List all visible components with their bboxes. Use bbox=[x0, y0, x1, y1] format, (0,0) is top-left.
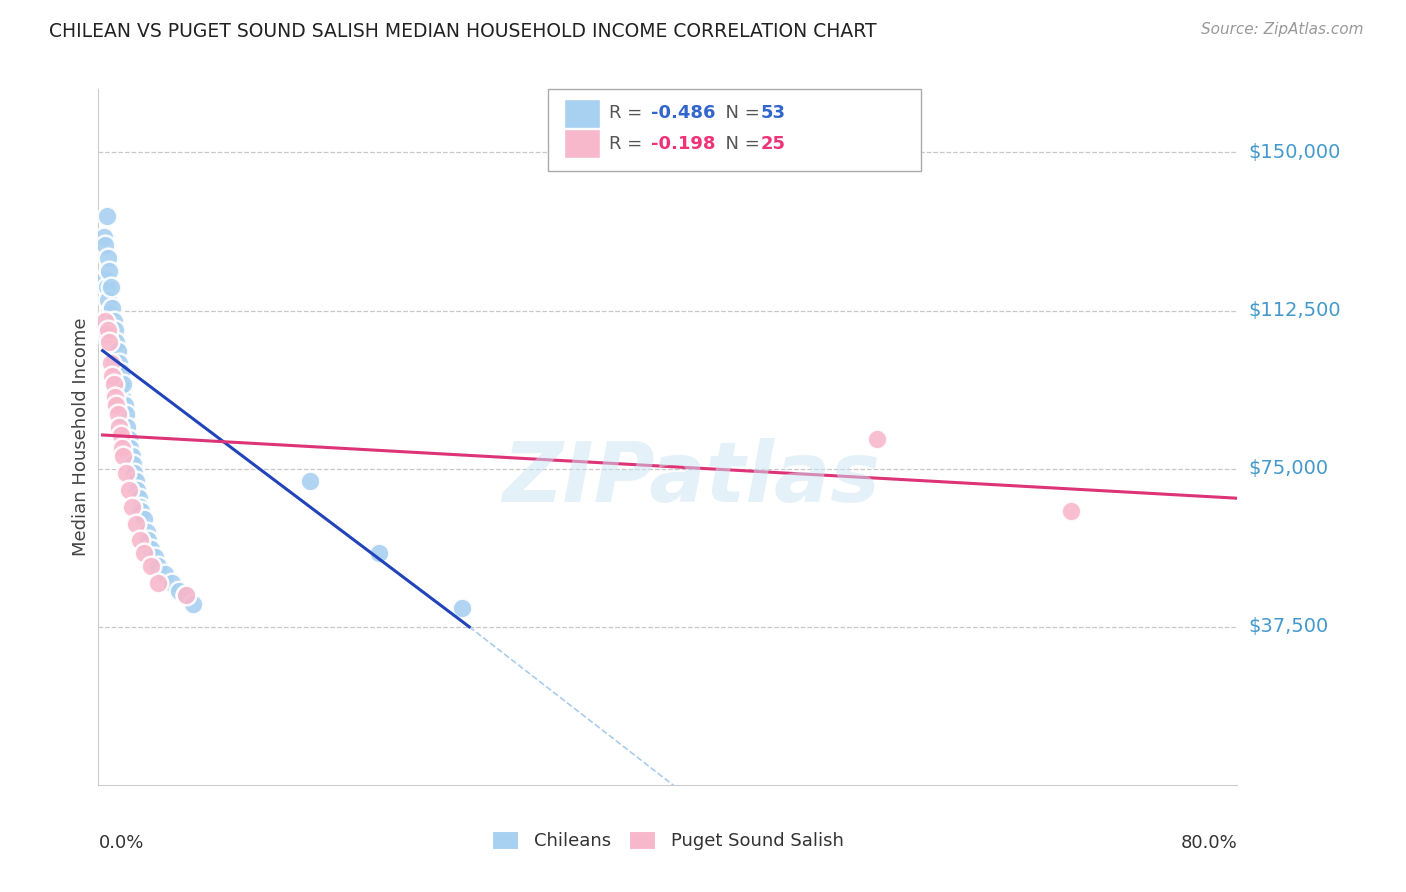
Point bbox=[110, 377, 132, 392]
Text: Source: ZipAtlas.com: Source: ZipAtlas.com bbox=[1201, 22, 1364, 37]
Point bbox=[117, 419, 139, 434]
Point bbox=[103, 314, 125, 328]
Point bbox=[125, 475, 148, 489]
Point bbox=[96, 209, 118, 223]
Text: 0.0%: 0.0% bbox=[98, 834, 143, 852]
Point bbox=[97, 251, 120, 265]
Text: $112,500: $112,500 bbox=[1249, 301, 1341, 320]
Point bbox=[160, 575, 183, 590]
Text: N =: N = bbox=[714, 104, 766, 122]
Point bbox=[94, 272, 117, 286]
Point bbox=[110, 365, 132, 379]
Point bbox=[111, 390, 134, 404]
Point bbox=[120, 441, 142, 455]
Text: -0.198: -0.198 bbox=[651, 135, 716, 153]
Point bbox=[131, 504, 153, 518]
Point bbox=[103, 335, 125, 350]
Text: 53: 53 bbox=[761, 104, 786, 122]
Point bbox=[118, 483, 141, 497]
Point bbox=[132, 512, 155, 526]
Point bbox=[451, 600, 474, 615]
Point bbox=[136, 533, 159, 548]
Point bbox=[104, 356, 127, 370]
Point bbox=[143, 550, 166, 565]
Point bbox=[107, 373, 129, 387]
Point bbox=[94, 238, 117, 252]
Point bbox=[115, 466, 138, 480]
Point bbox=[118, 432, 141, 446]
Point bbox=[101, 326, 124, 341]
Text: N =: N = bbox=[714, 135, 766, 153]
Point bbox=[96, 280, 118, 294]
Point bbox=[146, 558, 169, 573]
Point bbox=[128, 491, 150, 506]
Point bbox=[97, 293, 120, 307]
Point bbox=[97, 322, 120, 336]
Point bbox=[105, 365, 128, 379]
Point bbox=[181, 597, 204, 611]
Point bbox=[96, 326, 118, 341]
Point bbox=[104, 390, 127, 404]
Point bbox=[114, 399, 136, 413]
Y-axis label: Median Household Income: Median Household Income bbox=[72, 318, 90, 557]
Legend: Chileans, Puget Sound Salish: Chileans, Puget Sound Salish bbox=[484, 822, 852, 859]
Point bbox=[104, 322, 127, 336]
Point bbox=[103, 377, 125, 392]
Point bbox=[94, 314, 117, 328]
Point bbox=[299, 475, 322, 489]
Point bbox=[129, 533, 152, 548]
Point bbox=[108, 419, 131, 434]
Point bbox=[135, 524, 157, 539]
Point bbox=[121, 500, 143, 514]
Text: $37,500: $37,500 bbox=[1249, 617, 1329, 636]
Text: -0.486: -0.486 bbox=[651, 104, 716, 122]
Point bbox=[139, 541, 162, 556]
Text: $150,000: $150,000 bbox=[1249, 143, 1341, 162]
Text: 25: 25 bbox=[761, 135, 786, 153]
Text: CHILEAN VS PUGET SOUND SALISH MEDIAN HOUSEHOLD INCOME CORRELATION CHART: CHILEAN VS PUGET SOUND SALISH MEDIAN HOU… bbox=[49, 22, 877, 41]
Point bbox=[368, 546, 391, 560]
Point bbox=[132, 546, 155, 560]
Point bbox=[153, 567, 176, 582]
Point bbox=[121, 449, 143, 463]
Point bbox=[1060, 504, 1083, 518]
Point bbox=[108, 356, 131, 370]
Point bbox=[100, 356, 122, 370]
Text: R =: R = bbox=[609, 135, 648, 153]
Point bbox=[174, 588, 197, 602]
Point bbox=[112, 377, 135, 392]
Point bbox=[111, 441, 134, 455]
Point bbox=[122, 458, 145, 472]
Text: $75,000: $75,000 bbox=[1249, 459, 1329, 478]
Point bbox=[129, 500, 152, 514]
Point bbox=[100, 280, 122, 294]
Point bbox=[167, 584, 190, 599]
Point bbox=[174, 588, 197, 602]
Point bbox=[105, 399, 128, 413]
Text: 80.0%: 80.0% bbox=[1181, 834, 1237, 852]
Text: ZIPatlas: ZIPatlas bbox=[502, 438, 880, 519]
Point bbox=[866, 432, 889, 446]
Point bbox=[110, 428, 132, 442]
Point bbox=[139, 558, 162, 573]
Point bbox=[127, 483, 149, 497]
Point bbox=[107, 343, 129, 358]
Point bbox=[100, 322, 122, 336]
Point bbox=[125, 516, 148, 531]
Point bbox=[98, 306, 121, 320]
Point bbox=[146, 575, 169, 590]
Point bbox=[105, 335, 128, 350]
Point bbox=[115, 407, 138, 421]
Point bbox=[101, 301, 124, 316]
Point bbox=[98, 335, 121, 350]
Point bbox=[124, 466, 146, 480]
Point bbox=[98, 263, 121, 277]
Point bbox=[112, 449, 135, 463]
Text: R =: R = bbox=[609, 104, 648, 122]
Point bbox=[93, 229, 115, 244]
Point bbox=[101, 368, 124, 383]
Point bbox=[107, 407, 129, 421]
